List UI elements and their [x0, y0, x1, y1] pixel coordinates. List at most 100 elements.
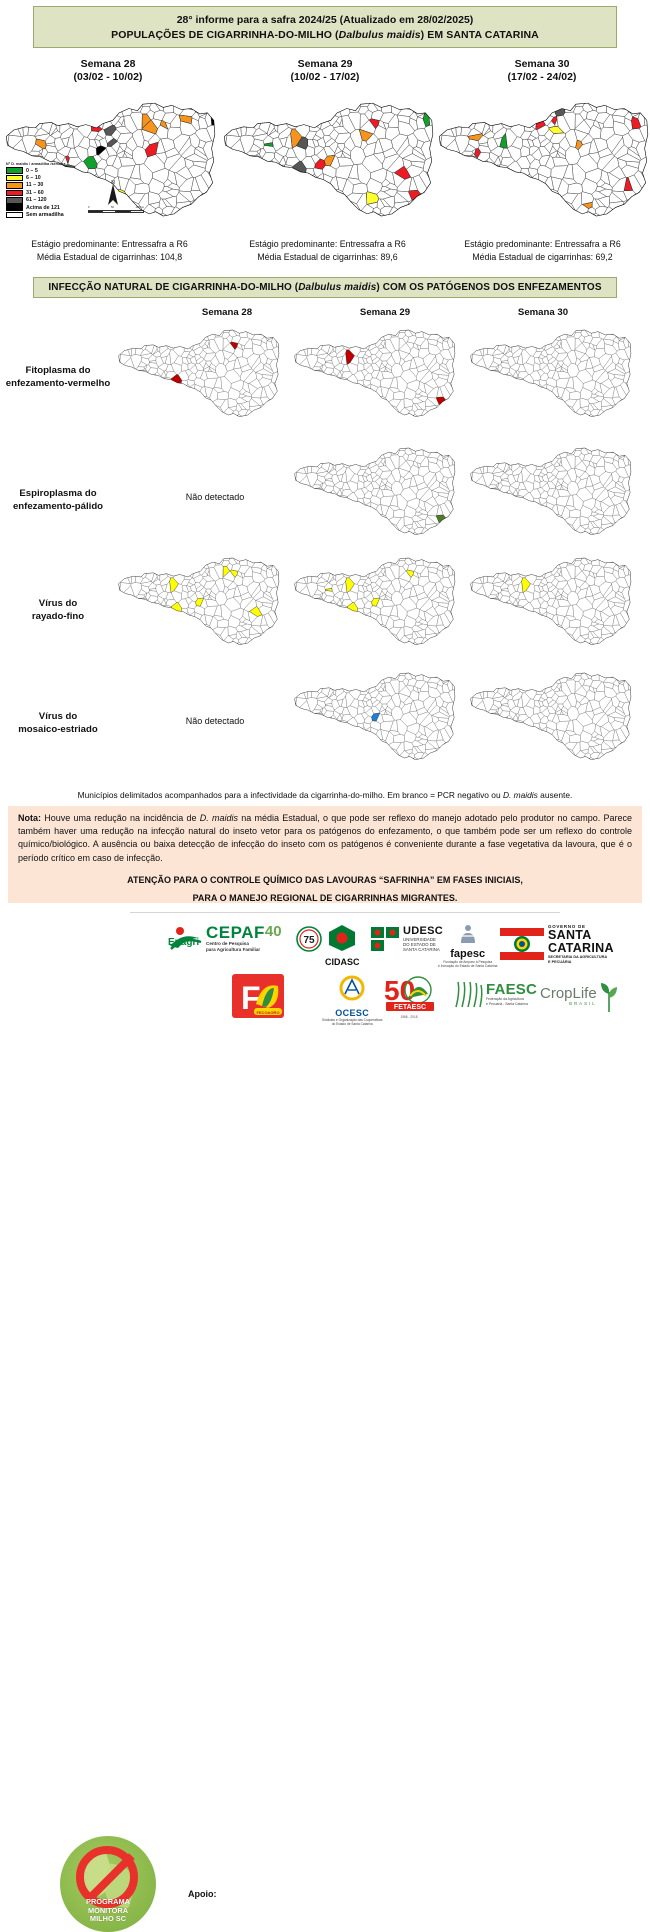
infection-map-fitoplasma-week30[interactable]	[464, 325, 636, 420]
fetaesc-mark-icon: 50 FETAESC	[384, 975, 434, 1011]
ocesc-sub1: Sindicato e Organização das Cooperativas	[322, 1018, 383, 1022]
legend-swatch	[6, 182, 23, 189]
fecoagro-mark-icon: F FECOAGRO	[232, 974, 284, 1018]
svg-text:FETAESC: FETAESC	[394, 1004, 426, 1011]
infection-map-rayado-week29[interactable]	[288, 553, 460, 648]
legend-swatch	[6, 174, 23, 182]
footer-divider	[130, 912, 560, 913]
fapesc-wordmark: fapesc	[450, 948, 486, 960]
note-box: Nota: Houve uma redução na incidência de…	[8, 806, 642, 903]
svg-text:N: N	[111, 180, 115, 186]
legend-swatch	[6, 167, 23, 174]
cidasc-wordmark: CIDASC	[325, 957, 360, 967]
svg-text:FECOAGRO: FECOAGRO	[256, 1010, 279, 1015]
legend-label: 61 – 120	[26, 197, 47, 204]
cepaf-sub1: Centro de Pesquisa	[206, 941, 249, 946]
population-map-week-30[interactable]	[435, 86, 650, 231]
governo-pre: GOVERNO DE	[548, 924, 586, 929]
infection-section-banner: INFECÇÃO NATURAL DE CIGARRINHA-DO-MILHO …	[33, 277, 617, 298]
north-arrow-icon: N	[98, 180, 128, 210]
fapesc-sub1: Fundação de Amparo à Pesquisa	[443, 960, 493, 964]
fapesc-mark-icon	[457, 925, 478, 943]
epagri-mark-icon	[170, 927, 202, 951]
legend-item-3: 31 – 60	[6, 189, 102, 197]
legend-item-0: 0 – 5	[6, 167, 102, 174]
croplife-wordmark: CropLife	[540, 985, 597, 1002]
legend-label: Sem armadilha	[26, 212, 64, 219]
udesc-sub1: UNIVERSIDADE	[403, 937, 436, 942]
croplife-sub1: BRASIL	[569, 1001, 597, 1006]
faesc-sub1: Federação da Agricultura	[486, 997, 524, 1002]
week-header-1: Semana 28 (03/02 - 10/02)	[73, 58, 143, 83]
governo-sub2: E PECUÁRIA	[548, 959, 572, 964]
programa-monitora-milho-sc-logo: PROGRAMA MONITORA MILHO SC	[60, 1836, 156, 1932]
croplife-brasil-logo: CropLife BRASIL	[540, 980, 619, 1012]
svg-text:75: 75	[303, 935, 315, 946]
governo-santa-catarina-logo: GOVERNO DE SANTA CATARINA SECRETARIA DA …	[500, 924, 614, 964]
infection-map-espiroplasma-week29[interactable]	[288, 443, 460, 538]
stats-week-28: Estágio predominante: Entressafra a R6 M…	[31, 239, 188, 262]
infection-map-rayado-week28[interactable]	[112, 553, 284, 648]
legend-swatch	[6, 196, 23, 204]
map-scale-bar: 0 50 100 km	[88, 206, 144, 213]
legend-label: 11 – 30	[26, 182, 44, 189]
legend-swatch	[6, 189, 23, 197]
note-text: Nota: Houve uma redução na incidência de…	[18, 813, 632, 863]
faesc-wordmark: FAESC	[486, 981, 538, 999]
udesc-wordmark: UDESC	[403, 925, 444, 937]
fetaesc-sub1: 1968 - 2018	[400, 1015, 418, 1019]
infection-map-mosaico-week29[interactable]	[288, 668, 460, 763]
wheat-icon	[455, 981, 483, 1008]
faesc-logo: FAESC Federação da Agricultura e Pecuári…	[452, 980, 537, 1008]
attention-line-2: PARA O MANEJO REGIONAL DE CIGARRINHAS MI…	[192, 892, 458, 903]
row-label-espiroplasma: Espiroplasma do enfezamento-pálido	[12, 488, 104, 512]
sprout-icon	[600, 983, 617, 1012]
row-label-mosaico-estriado: Vírus do mosaico-estriado	[18, 711, 98, 735]
epagri-75-anos-logo: 75	[296, 926, 322, 957]
udesc-logo: UDESC UNIVERSIDADE DO ESTADO DE SANTA CA…	[370, 926, 443, 953]
udesc-mark-icon	[371, 927, 399, 952]
fetaesc-logo: 50 FETAESC 1968 - 2018	[380, 972, 438, 1019]
governo-sub1: SECRETARIA DA AGRICULTURA	[548, 955, 608, 959]
epagri-wordmark: Epagri	[168, 937, 200, 949]
population-map-week-29[interactable]	[220, 86, 435, 231]
apoio-label: Apoio:	[188, 1889, 217, 1899]
legend-item-2: 11 – 30	[6, 182, 102, 189]
fecoagro-logo: F FECOAGRO	[232, 974, 284, 1023]
cepaf-sub2: para Agricultura Familiar	[206, 946, 261, 952]
main-title-banner: 28° informe para a safra 2024/25 (Atuali…	[33, 6, 617, 48]
infection-map-fitoplasma-week28[interactable]	[112, 325, 284, 420]
ocesc-sub2: do Estado de Santa Catarina	[331, 1022, 373, 1026]
infection-column-header-3: Semana 30	[517, 307, 569, 318]
svg-text:F: F	[241, 980, 261, 1016]
footer-logos: PROGRAMA MONITORA MILHO SC CEPAF 40 Cent…	[0, 914, 650, 1932]
legend-label: 31 – 60	[26, 189, 44, 196]
infection-column-header-1: Semana 28	[201, 307, 253, 318]
report-subtitle: 28° informe para a safra 2024/25 (Atuali…	[176, 14, 474, 26]
cepaf-40-anos: 40	[264, 923, 282, 940]
legend-swatch	[6, 211, 23, 219]
not-detected-espiroplasma-week28: Não detectado	[185, 492, 245, 502]
ocesc-logo: OCESC Sindicato e Organização das Cooper…	[322, 974, 382, 1026]
population-map-week-28[interactable]	[2, 86, 217, 231]
infection-map-fitoplasma-week29[interactable]	[288, 325, 460, 420]
ocesc-wordmark: OCESC	[335, 1008, 370, 1018]
legend-title: Nº D. maidis / armadilha /semana	[6, 162, 66, 166]
legend-label: 0 – 5	[26, 167, 38, 174]
infection-map-rayado-week30[interactable]	[464, 553, 636, 648]
fapesc-logo: fapesc Fundação de Amparo à Pesquisa e I…	[438, 924, 497, 968]
legend-item-6: Sem armadilha	[6, 211, 102, 219]
udesc-sub3: SANTA CATARINA	[403, 947, 440, 953]
row-label-rayado-fino: Vírus do rayado-fino	[31, 598, 85, 622]
infection-map-mosaico-week30[interactable]	[464, 668, 636, 763]
faesc-sub2: e Pecuária - Santa Catarina	[486, 1001, 528, 1006]
legend-label: 6 – 10	[26, 175, 41, 182]
epagri-cepaf-logo: CEPAF 40 Centro de Pesquisa para Agricul…	[168, 923, 296, 952]
maps-caption: Municípios delimitados acompanhados para…	[77, 790, 573, 800]
stats-week-30: Estágio predominante: Entressafra a R6 M…	[464, 239, 621, 262]
attention-line-1: ATENÇÃO PARA O CONTROLE QUÍMICO DAS LAVO…	[127, 874, 523, 885]
legend-item-4: 61 – 120	[6, 196, 102, 204]
fapesc-sub2: e Inovação do Estado de Santa Catarina	[438, 964, 498, 968]
infection-map-espiroplasma-week30[interactable]	[464, 443, 636, 538]
